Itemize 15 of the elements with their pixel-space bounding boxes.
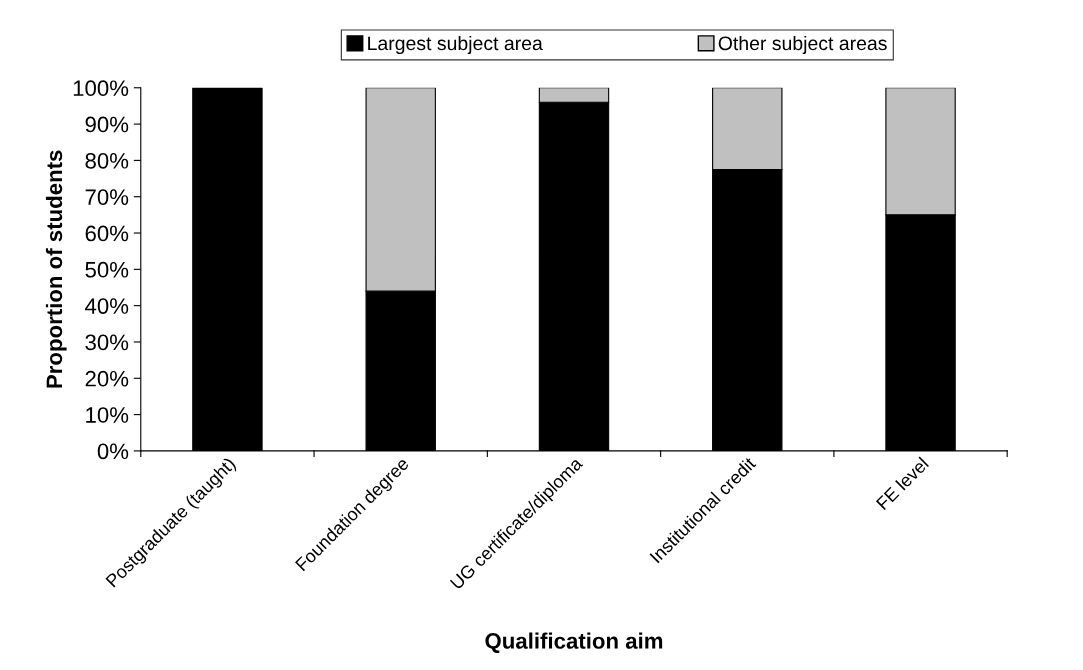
y-tick-label: 70% [85, 189, 129, 205]
legend-label: Largest subject area [368, 35, 543, 55]
y-tick-label: 20% [85, 370, 129, 387]
y-axis-title: Proportion of students [45, 150, 67, 388]
y-tick-label: 0% [97, 443, 129, 460]
y-tick-label: 10% [86, 407, 129, 423]
legend-label: Other subject areas [718, 35, 887, 55]
y-tick-label: 100% [73, 80, 129, 97]
x-axis-title: Qualification aim [485, 632, 663, 653]
y-tick-label: 40% [85, 298, 129, 314]
y-tick-label: 30% [85, 334, 129, 351]
y-tick-label: 90% [85, 116, 129, 133]
y-tick-label: 60% [85, 225, 129, 242]
y-tick-label: 50% [85, 261, 129, 278]
y-tick-label: 80% [85, 152, 129, 169]
